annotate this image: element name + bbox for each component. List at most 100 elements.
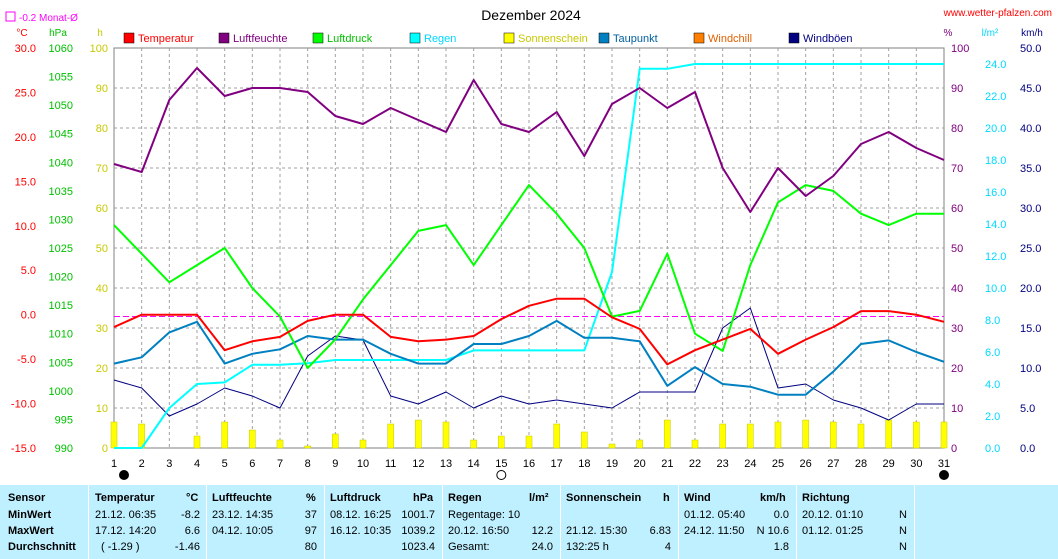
wind-tick-label: 40.0 xyxy=(1020,123,1041,135)
sonnenschein-bar xyxy=(940,421,948,449)
legend-swatch-sonnenschein xyxy=(503,32,515,44)
x-tick-label: 2 xyxy=(139,458,145,470)
sonnenschein-bar xyxy=(857,423,865,449)
sonnenschein-bar xyxy=(525,435,533,449)
axes: 30.025.020.015.010.05.00.0-5.0-10.0-15.0… xyxy=(11,43,1041,480)
unit-rain: l/m² xyxy=(982,28,999,39)
sonnenschein-bar xyxy=(193,435,201,449)
pct-tick-label: 10 xyxy=(951,403,963,415)
luftdruck-min-value: 1001.7 xyxy=(401,509,435,521)
rain-tick-label: 18.0 xyxy=(985,155,1006,167)
wind-unit: km/h xyxy=(760,492,786,504)
legend-label-luftfeuchte: Luftfeuchte xyxy=(233,33,287,45)
x-tick-label: 8 xyxy=(305,458,311,470)
sonnenschein-bar xyxy=(664,419,671,449)
sonnenschein-avg-value: 4 xyxy=(664,541,671,553)
luftdruck-avg-value: 1023.4 xyxy=(401,541,435,553)
minwert-label: MinWert xyxy=(8,509,52,521)
monat-mean-label: -0.2 Monat-Ø xyxy=(19,13,78,24)
rain-tick-label: 0.0 xyxy=(985,443,1000,455)
sonnenschein-bar xyxy=(415,419,422,449)
richtung-max-time: 01.12. 01:25 xyxy=(802,525,864,537)
hpa-tick-label: 1045 xyxy=(49,129,73,141)
richtung-max-value: N xyxy=(899,525,907,537)
legend-swatch-luftfeuchte xyxy=(218,32,230,44)
pct-tick-label: 20 xyxy=(951,363,963,375)
sonnenschein-bar xyxy=(608,443,616,449)
hpa-tick-label: 1020 xyxy=(49,272,73,284)
x-tick-label: 25 xyxy=(772,458,784,470)
sonnenschein-bar xyxy=(498,435,505,449)
temp-tick-label: 5.0 xyxy=(21,265,36,277)
luftdruck-min-time: 08.12. 16:25 xyxy=(330,509,392,521)
x-tick-label: 4 xyxy=(194,458,200,470)
sonnenschein-bar xyxy=(636,439,643,449)
sonnenschein-bar xyxy=(470,439,477,449)
sonnenschein-max-value: 6.83 xyxy=(649,525,671,537)
luftfeuchte-max-value: 97 xyxy=(304,525,317,537)
luftfeuchte-max-time: 04.12. 10:05 xyxy=(212,525,274,537)
series-line-temperatur xyxy=(113,297,945,366)
luftdruck-max-time: 16.12. 10:35 xyxy=(330,525,392,537)
website-link[interactable]: www.wetter-pfalzen.com xyxy=(943,8,1052,19)
sonnenschein-max-time: 21.12. 15:30 xyxy=(566,525,628,537)
x-tick-label: 11 xyxy=(385,458,396,470)
hpa-tick-label: 1000 xyxy=(49,386,73,398)
hpa-tick-label: 1060 xyxy=(49,43,73,55)
x-tick-label: 31 xyxy=(938,458,950,470)
rain-tick-label: 20.0 xyxy=(985,123,1006,135)
wind-tick-label: 45.0 xyxy=(1020,83,1041,95)
hours-tick-label: 20 xyxy=(96,363,108,375)
maxwert-label: MaxWert xyxy=(8,525,54,537)
legend-label-temperatur: Temperatur xyxy=(138,33,194,45)
sonnenschein-bar xyxy=(719,423,726,449)
x-tick-label: 29 xyxy=(883,458,895,470)
series-line-regen xyxy=(114,63,944,449)
x-tick-label: 7 xyxy=(277,458,283,470)
temperatur-max-time: 17.12. 14:20 xyxy=(95,525,157,537)
sonnenschein-bar xyxy=(110,421,118,449)
wind-avg-value: 1.8 xyxy=(773,541,789,553)
temperatur-min-time: 21.12. 06:35 xyxy=(95,509,157,521)
legend: Temperatur Luftfeuchte Luftdruck Regen Sonne… xyxy=(123,32,853,45)
sonnenschein-bar xyxy=(691,439,699,449)
x-tick-label: 23 xyxy=(717,458,729,470)
series-line-windboeen xyxy=(113,307,944,421)
x-tick-label: 24 xyxy=(744,458,756,470)
temp-tick-label: -5.0 xyxy=(17,354,36,366)
legend-swatch-temperatur xyxy=(123,32,135,44)
luftfeuchte-header: Luftfeuchte xyxy=(212,492,272,504)
wind-max-time: 24.12. 11:50 xyxy=(684,525,745,537)
sonnenschein-bar xyxy=(387,423,394,449)
temperatur-max-value: 6.6 xyxy=(184,525,200,537)
rain-tick-label: 2.0 xyxy=(985,411,1000,423)
temperatur-avg-extra: ( -1.29 ) xyxy=(101,541,140,553)
hpa-tick-label: 1055 xyxy=(49,72,73,84)
hpa-tick-label: 995 xyxy=(55,414,73,426)
marks xyxy=(110,63,948,449)
unit-temp: °C xyxy=(16,28,27,39)
luftfeuchte-unit: % xyxy=(306,492,316,504)
sonnenschein-bar xyxy=(553,423,560,449)
hours-tick-label: 90 xyxy=(96,83,108,95)
monat-mean-icon xyxy=(5,11,16,22)
x-tick-label: 28 xyxy=(855,458,867,470)
pct-tick-label: 100 xyxy=(951,43,969,55)
series-line-luftfeuchte xyxy=(113,67,945,213)
x-tick-label: 17 xyxy=(551,458,563,470)
pct-tick-label: 30 xyxy=(951,323,963,335)
temperatur-avg-value: -1.46 xyxy=(174,541,200,553)
hpa-tick-label: 1030 xyxy=(49,214,73,226)
sonnenschein-bar xyxy=(581,431,588,449)
regen-header: Regen xyxy=(448,492,482,504)
x-tick-label: 1 xyxy=(111,458,117,470)
legend-swatch-taupunkt xyxy=(598,32,610,44)
hours-tick-label: 0 xyxy=(102,443,108,455)
sonnenschein-bar xyxy=(276,439,284,449)
hours-tick-label: 60 xyxy=(96,203,108,215)
x-tick-label: 12 xyxy=(412,458,424,470)
sonnenschein-bar xyxy=(747,423,754,449)
richtung-min-time: 20.12. 01:10 xyxy=(802,509,864,521)
sonnenschein-bar xyxy=(774,421,782,449)
full-moon-icon xyxy=(496,470,507,480)
